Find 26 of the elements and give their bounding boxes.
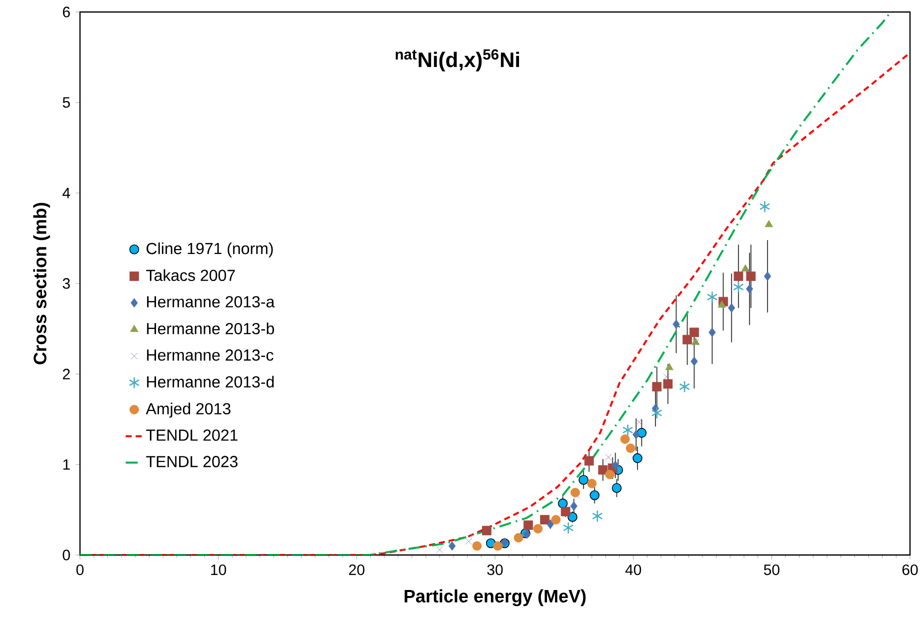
y-axis-title: Cross section (mb) [33, 202, 50, 364]
legend-label: Hermanne 2013-c [147, 349, 274, 361]
x-axis-title: Particle energy (MeV) [404, 589, 586, 606]
legend-label: TENDL 2021 [146, 430, 238, 441]
legend-label: Hermanne 2013-d [147, 376, 274, 388]
x-tick-label: 40 [625, 564, 642, 576]
y-tick-label: 3 [62, 278, 70, 289]
legend-label: Hermanne 2013-a [147, 296, 275, 308]
legend-label: Cline 1971 (norm) [146, 242, 273, 258]
legend-label: Takacs 2007 [146, 269, 235, 282]
x-tick-label: 0 [76, 564, 84, 576]
legend-label: Hermanne 2013-b [147, 322, 274, 334]
legend-label: TENDL 2023 [146, 456, 238, 468]
y-tick-label: 0 [62, 550, 70, 560]
y-tick-label: 5 [62, 97, 70, 108]
y-tick-label: 4 [62, 188, 70, 198]
legend-label: Amjed 2013 [146, 402, 230, 418]
y-tick-label: 1 [63, 459, 70, 470]
y-tick-label: 2 [62, 368, 70, 380]
x-tick-label: 20 [349, 564, 364, 576]
x-tick-label: 10 [211, 564, 226, 576]
text: $^{nat}$Ni(d,x)$^{56}$Ni [396, 49, 520, 72]
x-tick-label: 30 [487, 564, 503, 576]
x-tick-label: 50 [764, 564, 780, 576]
y-tick-label: 6 [62, 6, 70, 18]
x-tick-label: 60 [902, 564, 918, 576]
